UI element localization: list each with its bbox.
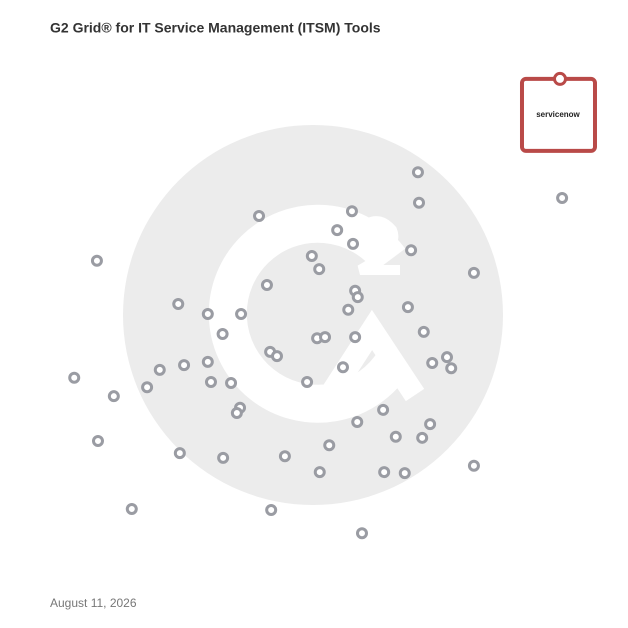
product-dot[interactable] [265, 504, 278, 517]
product-dot[interactable] [336, 361, 349, 374]
product-dot[interactable] [347, 237, 360, 250]
product-dot[interactable] [235, 307, 248, 320]
product-dot[interactable] [467, 459, 480, 472]
product-dot[interactable] [351, 416, 364, 429]
highlight-label: servicenow [536, 110, 580, 119]
product-dot[interactable] [204, 375, 217, 388]
product-dot[interactable] [201, 355, 214, 368]
product-dot[interactable] [230, 407, 243, 420]
product-dot[interactable] [426, 356, 439, 369]
product-dot[interactable] [201, 307, 214, 320]
product-dot[interactable] [125, 502, 138, 515]
product-dot[interactable] [405, 244, 418, 257]
product-dot[interactable] [345, 205, 358, 218]
product-dot[interactable] [377, 403, 390, 416]
product-dot[interactable] [90, 254, 103, 267]
product-dot[interactable] [355, 527, 368, 540]
product-dot[interactable] [351, 291, 364, 304]
product-dot[interactable] [253, 209, 266, 222]
product-dot[interactable] [417, 325, 430, 338]
product-dot[interactable] [305, 250, 318, 263]
product-dot[interactable] [173, 447, 186, 460]
product-dot[interactable] [424, 418, 437, 431]
product-dot[interactable] [411, 166, 424, 179]
product-dot[interactable] [301, 375, 314, 388]
highlight-dot[interactable] [552, 71, 567, 86]
product-dot[interactable] [68, 371, 81, 384]
product-dot[interactable] [467, 266, 480, 279]
product-dot[interactable] [331, 224, 344, 237]
product-dot[interactable] [413, 196, 426, 209]
product-dot[interactable] [153, 363, 166, 376]
product-dot[interactable] [107, 390, 120, 403]
product-dot[interactable] [313, 263, 326, 276]
product-dot[interactable] [172, 297, 185, 310]
product-dot[interactable] [178, 359, 191, 372]
product-dot[interactable] [401, 301, 414, 314]
product-dot[interactable] [323, 439, 336, 452]
product-dot[interactable] [556, 192, 569, 205]
product-dot[interactable] [91, 434, 104, 447]
plot-frame [50, 50, 580, 579]
chart-title: G2 Grid® for IT Service Management (ITSM… [50, 20, 381, 36]
product-dot[interactable] [445, 362, 458, 375]
product-dot[interactable] [378, 466, 391, 479]
product-dot[interactable] [270, 350, 283, 363]
product-dot[interactable] [278, 450, 291, 463]
product-dot[interactable] [416, 431, 429, 444]
product-dot[interactable] [398, 467, 411, 480]
product-dot[interactable] [319, 331, 332, 344]
product-dot[interactable] [216, 327, 229, 340]
product-dot[interactable] [260, 278, 273, 291]
report-date: August 11, 2026 [50, 596, 137, 610]
product-dot[interactable] [342, 303, 355, 316]
product-dot[interactable] [389, 430, 402, 443]
product-dot[interactable] [313, 466, 326, 479]
product-dot[interactable] [225, 377, 238, 390]
product-dot[interactable] [349, 331, 362, 344]
product-dot[interactable] [217, 451, 230, 464]
product-dot[interactable] [141, 381, 154, 394]
product-dot[interactable] [441, 351, 453, 364]
